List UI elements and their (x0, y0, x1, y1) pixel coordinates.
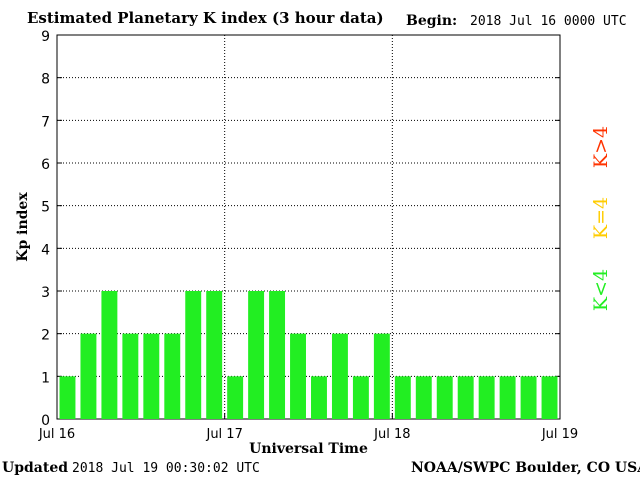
legend-label: K=4 (590, 197, 612, 239)
x-tick-label: Jul 16 (38, 427, 75, 442)
y-tick-label: 2 (41, 328, 50, 344)
chart-title: Estimated Planetary K index (3 hour data… (27, 9, 384, 27)
kp-bar (122, 333, 139, 419)
kp-bar (352, 376, 369, 419)
y-axis-title: Kp index (15, 192, 31, 262)
kp-bar (478, 376, 495, 419)
kp-bar (499, 376, 516, 419)
y-tick-label: 3 (41, 285, 50, 301)
kp-bar (80, 333, 97, 419)
y-tick-label: 8 (41, 72, 50, 88)
y-tick-label: 0 (41, 413, 50, 429)
y-tick-label: 6 (41, 157, 50, 173)
x-tick-label: Jul 18 (373, 427, 410, 442)
kp-bar (185, 291, 202, 419)
kp-bar (143, 333, 160, 419)
kp-bar (227, 376, 244, 419)
kp-bar (415, 376, 432, 419)
kp-bar (520, 376, 537, 419)
kp-bar (248, 291, 265, 419)
x-tick-label: Jul 19 (541, 427, 578, 442)
kp-bar (101, 291, 118, 419)
begin-label: Begin: (406, 13, 458, 29)
kp-bar (541, 376, 558, 419)
kp-bar (206, 291, 223, 419)
legend-label: K<4 (590, 269, 612, 311)
y-tick-label: 9 (41, 29, 50, 45)
kp-bar (269, 291, 286, 419)
kp-bar (59, 376, 76, 419)
x-axis-title: Universal Time (249, 441, 368, 457)
kp-bar (164, 333, 181, 419)
begin-value: 2018 Jul 16 0000 UTC (470, 14, 627, 29)
kp-bar (311, 376, 327, 419)
kp-bar (290, 333, 306, 419)
x-tick-label: Jul 17 (205, 427, 242, 442)
updated-timestamp: 2018 Jul 19 00:30:02 UTC (72, 461, 260, 476)
kp-bar (331, 333, 348, 419)
source-credit: NOAA/SWPC Boulder, CO USA (411, 460, 640, 476)
y-tick-label: 4 (41, 242, 50, 258)
kp-bar (373, 333, 390, 419)
kp-bar (457, 376, 474, 419)
plot-area (56, 34, 561, 420)
kp-bar (394, 376, 411, 419)
y-tick-label: 5 (41, 200, 50, 216)
legend-label: K>4 (590, 126, 612, 168)
updated-label: Updated (2, 460, 69, 476)
y-tick-label: 1 (41, 370, 50, 386)
y-tick-label: 7 (41, 114, 50, 130)
kp-bar (436, 376, 453, 419)
